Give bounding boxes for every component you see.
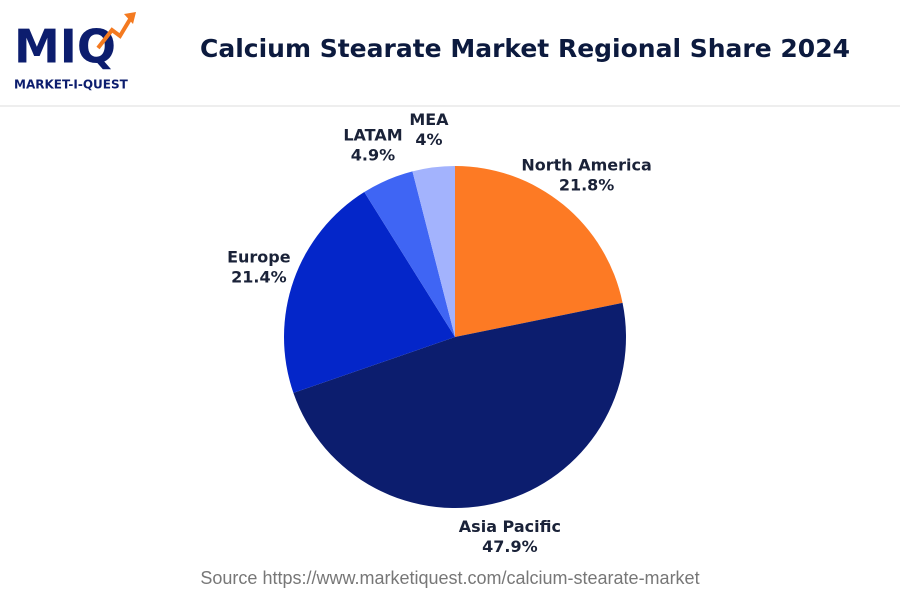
pie-slice: [455, 166, 623, 337]
slice-name: MEA: [409, 110, 449, 129]
pie-slice: [293, 302, 626, 508]
slice-value-label: 21.8%: [559, 175, 615, 194]
logo-arrow-head: [124, 12, 136, 24]
chart-title: Calcium Stearate Market Regional Share 2…: [200, 34, 850, 63]
logo-arrow: [96, 14, 134, 50]
source: Source https://www.marketiquest.com/calc…: [200, 568, 699, 588]
slice-name: Asia Pacific: [459, 517, 561, 536]
slice-name: LATAM: [343, 125, 402, 144]
slice-name: Europe: [227, 247, 291, 266]
pie-slice: [364, 171, 455, 337]
slice-value-label: 21.4%: [231, 267, 287, 286]
slice-value-label: 4.9%: [351, 145, 395, 164]
pie-slice: [412, 166, 455, 337]
pie-slice: [284, 192, 455, 393]
logo-name: MARKET-I-QUEST: [14, 78, 129, 92]
logo: MIQ MARKET-I-QUEST: [14, 12, 136, 92]
slice-value-label: 4%: [415, 130, 442, 149]
slice-value-label: 47.9%: [482, 537, 538, 556]
slice-name: North America: [521, 155, 651, 174]
